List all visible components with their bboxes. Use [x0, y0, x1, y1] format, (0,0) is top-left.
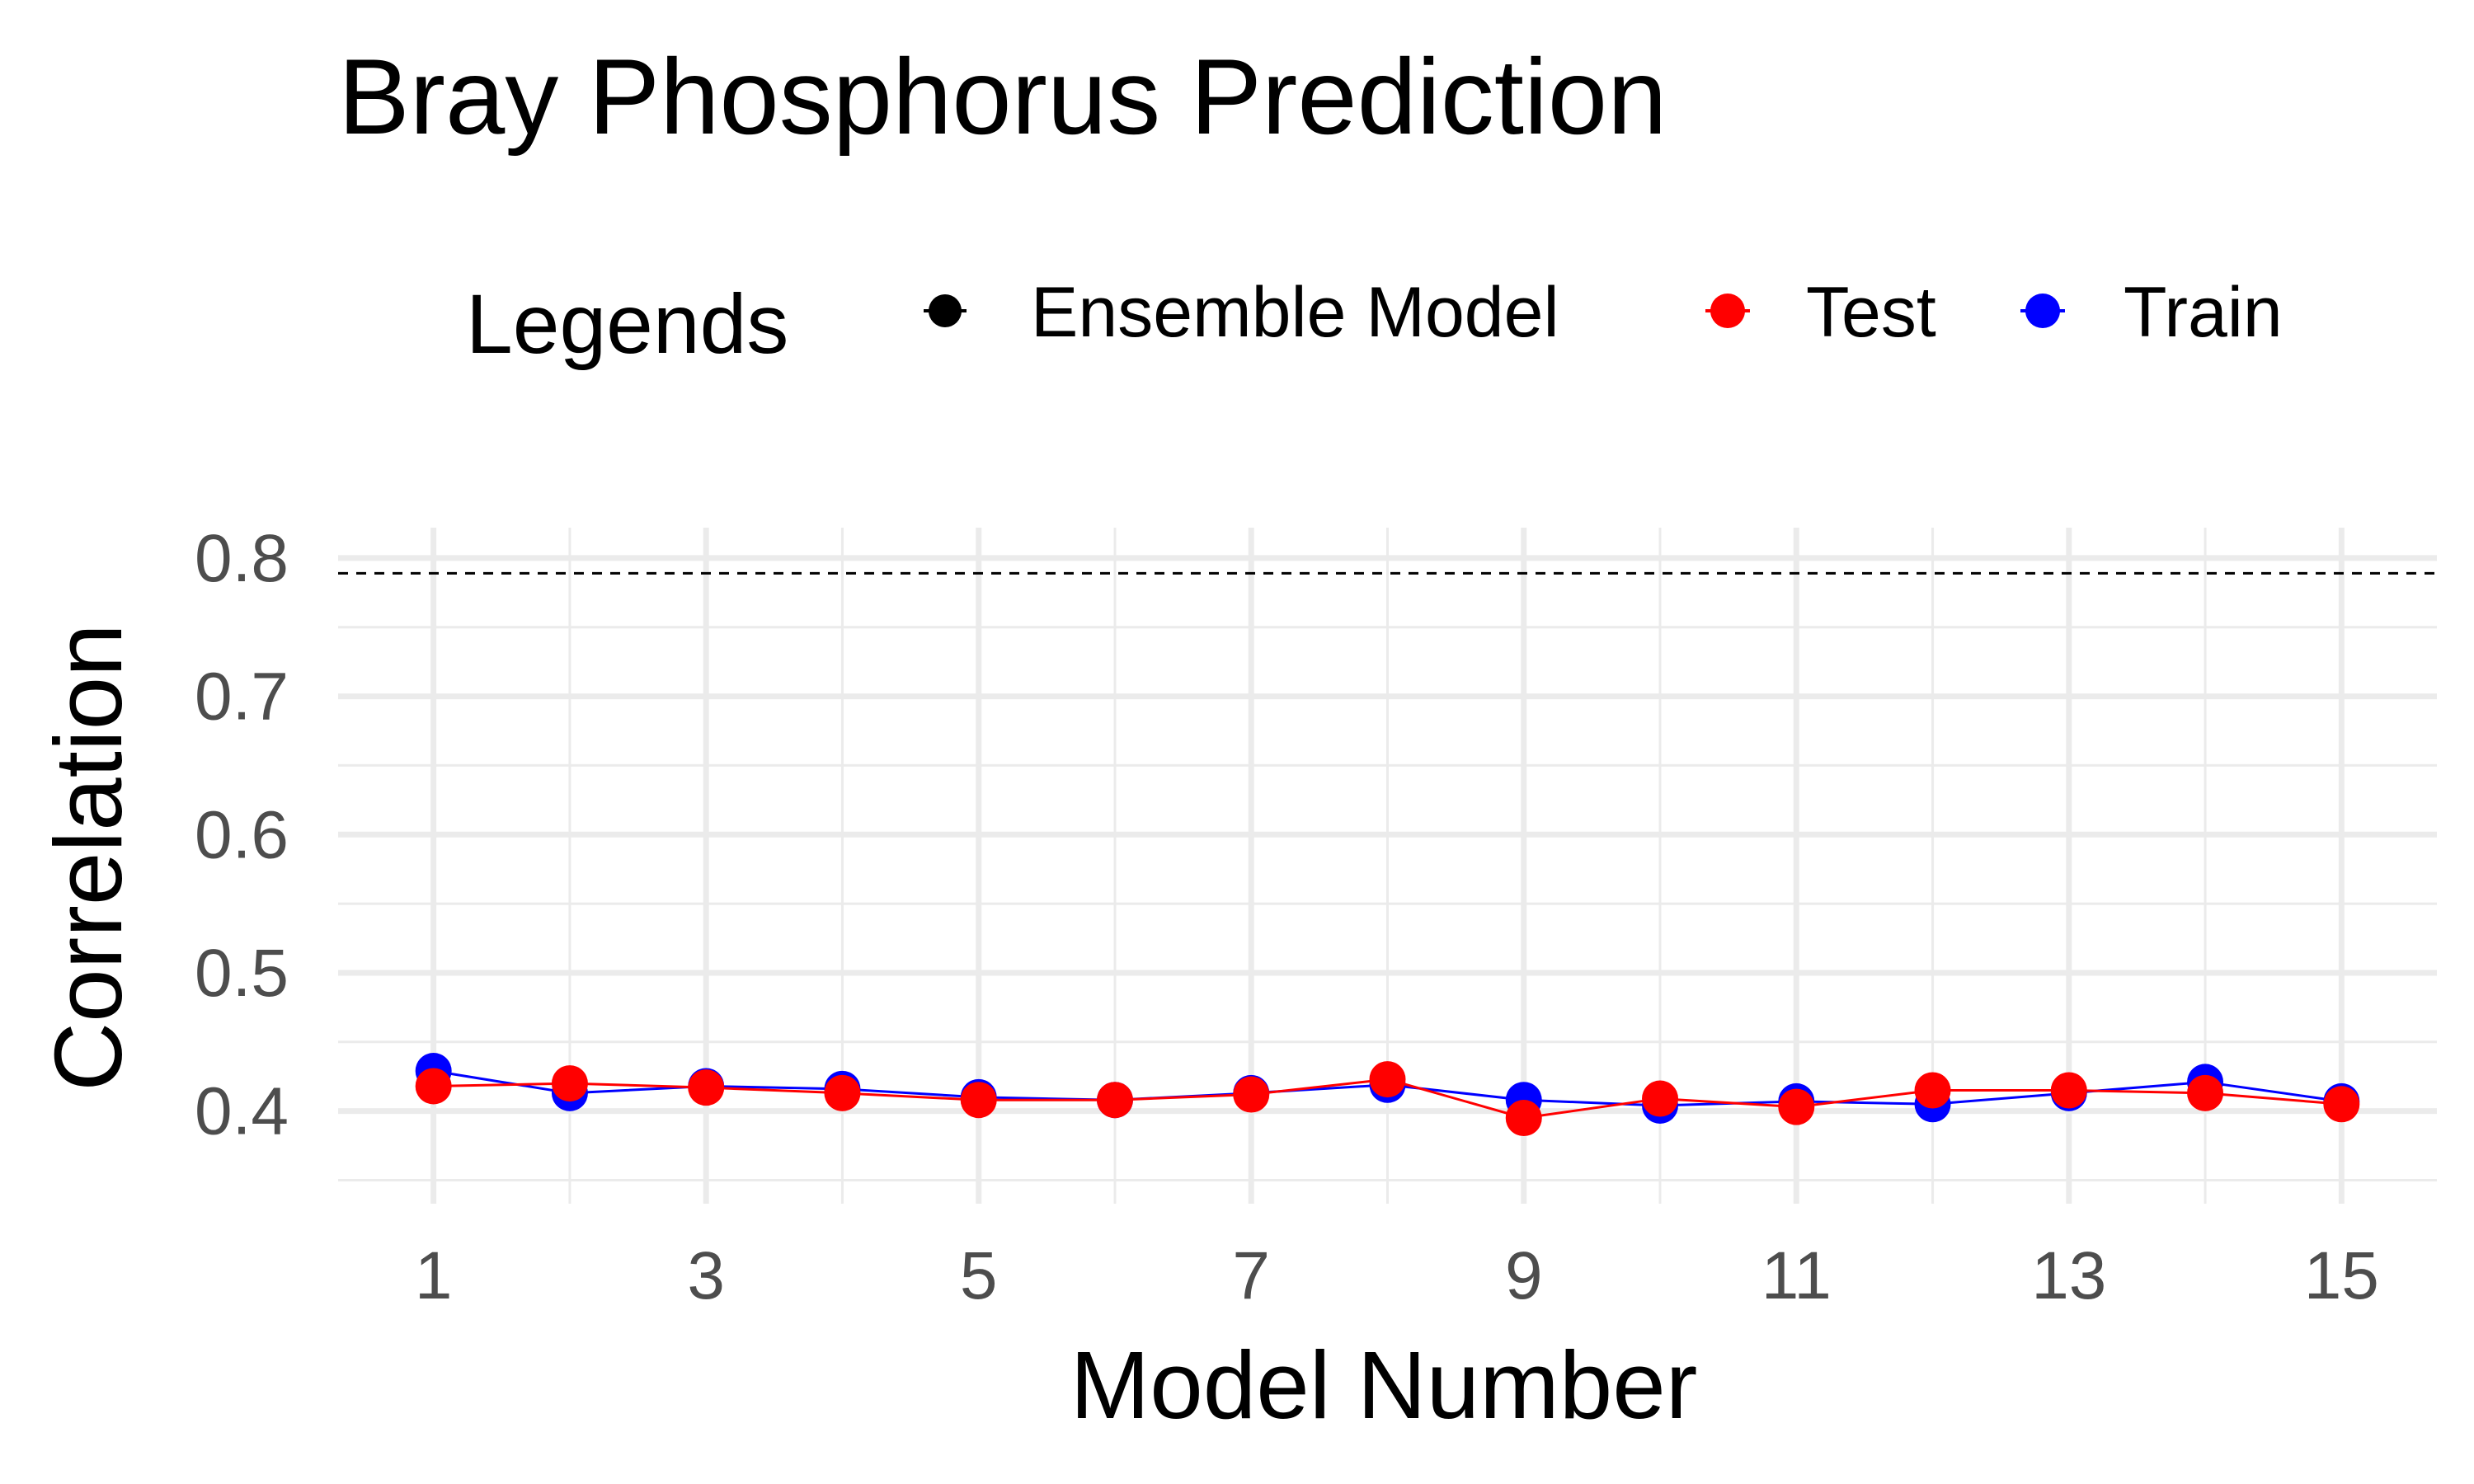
test-data-point — [2323, 1086, 2360, 1123]
test-data-point — [2050, 1072, 2087, 1109]
x-tick-label: 11 — [1761, 1238, 1832, 1313]
x-tick-label: 9 — [1505, 1238, 1543, 1313]
test-data-point — [1914, 1072, 1951, 1109]
test-data-point — [1233, 1076, 1270, 1113]
legend-label-ensemble-model: Ensemble Model — [1031, 273, 1559, 352]
x-tick-label: 13 — [2031, 1238, 2106, 1313]
legend-test-point-swatch — [1710, 294, 1745, 328]
y-tick-label: 0.7 — [195, 660, 289, 735]
x-tick-label: 3 — [687, 1238, 725, 1313]
test-data-point — [551, 1065, 588, 1102]
y-tick-label: 0.8 — [195, 521, 289, 596]
legend-item-test: Test — [1705, 273, 1936, 352]
x-tick-label: 5 — [960, 1238, 998, 1313]
x-tick-label: 1 — [415, 1238, 453, 1313]
x-tick-label: 7 — [1232, 1238, 1270, 1313]
test-data-point — [2187, 1074, 2224, 1111]
test-data-point — [1096, 1082, 1133, 1119]
y-axis-title: Correlation — [35, 623, 142, 1091]
test-data-point — [824, 1074, 861, 1111]
test-data-point — [1369, 1061, 1406, 1098]
legend-item-train: Train — [2020, 273, 2283, 352]
chart-title: Bray Phosphorus Prediction — [338, 36, 1667, 157]
x-axis-title: Model Number — [1070, 1331, 1698, 1439]
legend: Legends Ensemble Model Test Train — [466, 273, 2283, 371]
test-data-point — [960, 1082, 997, 1119]
legend-title: Legends — [466, 277, 788, 371]
legend-label-test: Test — [1806, 273, 1936, 352]
plot-panel: 1 3 5 7 9 11 13 150.40.50.60.70.8 — [195, 521, 2437, 1313]
y-tick-label: 0.6 — [195, 797, 289, 872]
legend-label-train: Train — [2124, 273, 2283, 352]
x-tick-label: 15 — [2304, 1238, 2379, 1313]
test-data-point — [1505, 1100, 1542, 1137]
legend-item-ensemble-model: Ensemble Model — [924, 273, 1559, 352]
legend-ensemble-point-swatch — [929, 294, 962, 327]
legend-train-point-swatch — [2025, 294, 2060, 328]
test-data-point — [1778, 1088, 1815, 1125]
test-data-point — [1642, 1080, 1679, 1117]
test-data-point — [688, 1069, 725, 1106]
test-data-point — [415, 1068, 452, 1105]
y-tick-label: 0.5 — [195, 936, 289, 1011]
y-tick-label: 0.4 — [195, 1074, 289, 1149]
